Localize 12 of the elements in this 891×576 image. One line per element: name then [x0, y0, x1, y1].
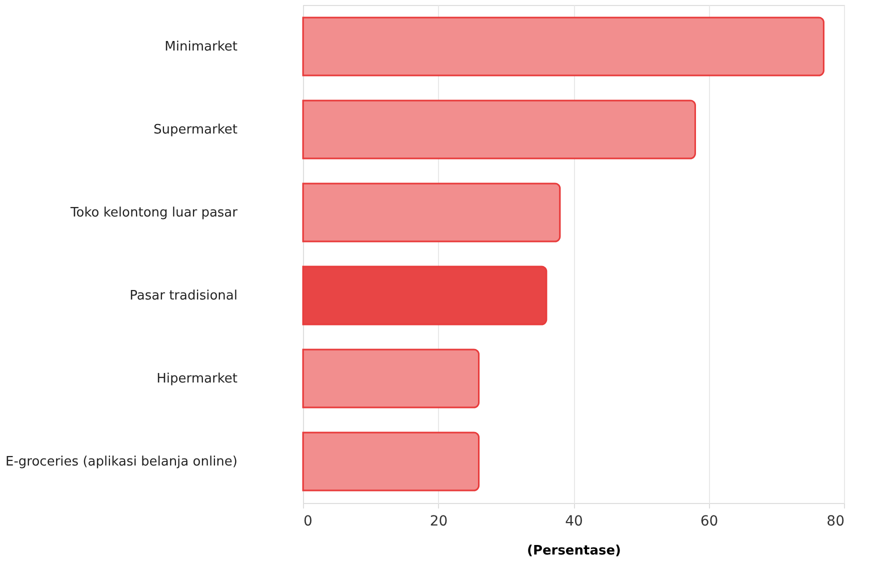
y-tick-label: Minimarket	[164, 40, 238, 54]
x-tick-label: 0	[304, 514, 312, 530]
y-tick-label: E-groceries (aplikasi belanja online)	[6, 454, 238, 470]
x-tick-label: 20	[430, 514, 448, 530]
x-tick-label: 60	[700, 514, 718, 530]
x-axis-title: (Persentase)	[527, 544, 621, 558]
y-tick-label: Pasar tradisional	[130, 288, 238, 304]
x-tick-label: 40	[565, 514, 583, 530]
y-tick-label: Toko kelontong luar pasar	[70, 206, 238, 220]
y-tick-label: Supermarket	[154, 122, 238, 138]
x-tick-label: 80	[826, 514, 844, 530]
y-tick-label: Hipermarket	[156, 372, 238, 386]
